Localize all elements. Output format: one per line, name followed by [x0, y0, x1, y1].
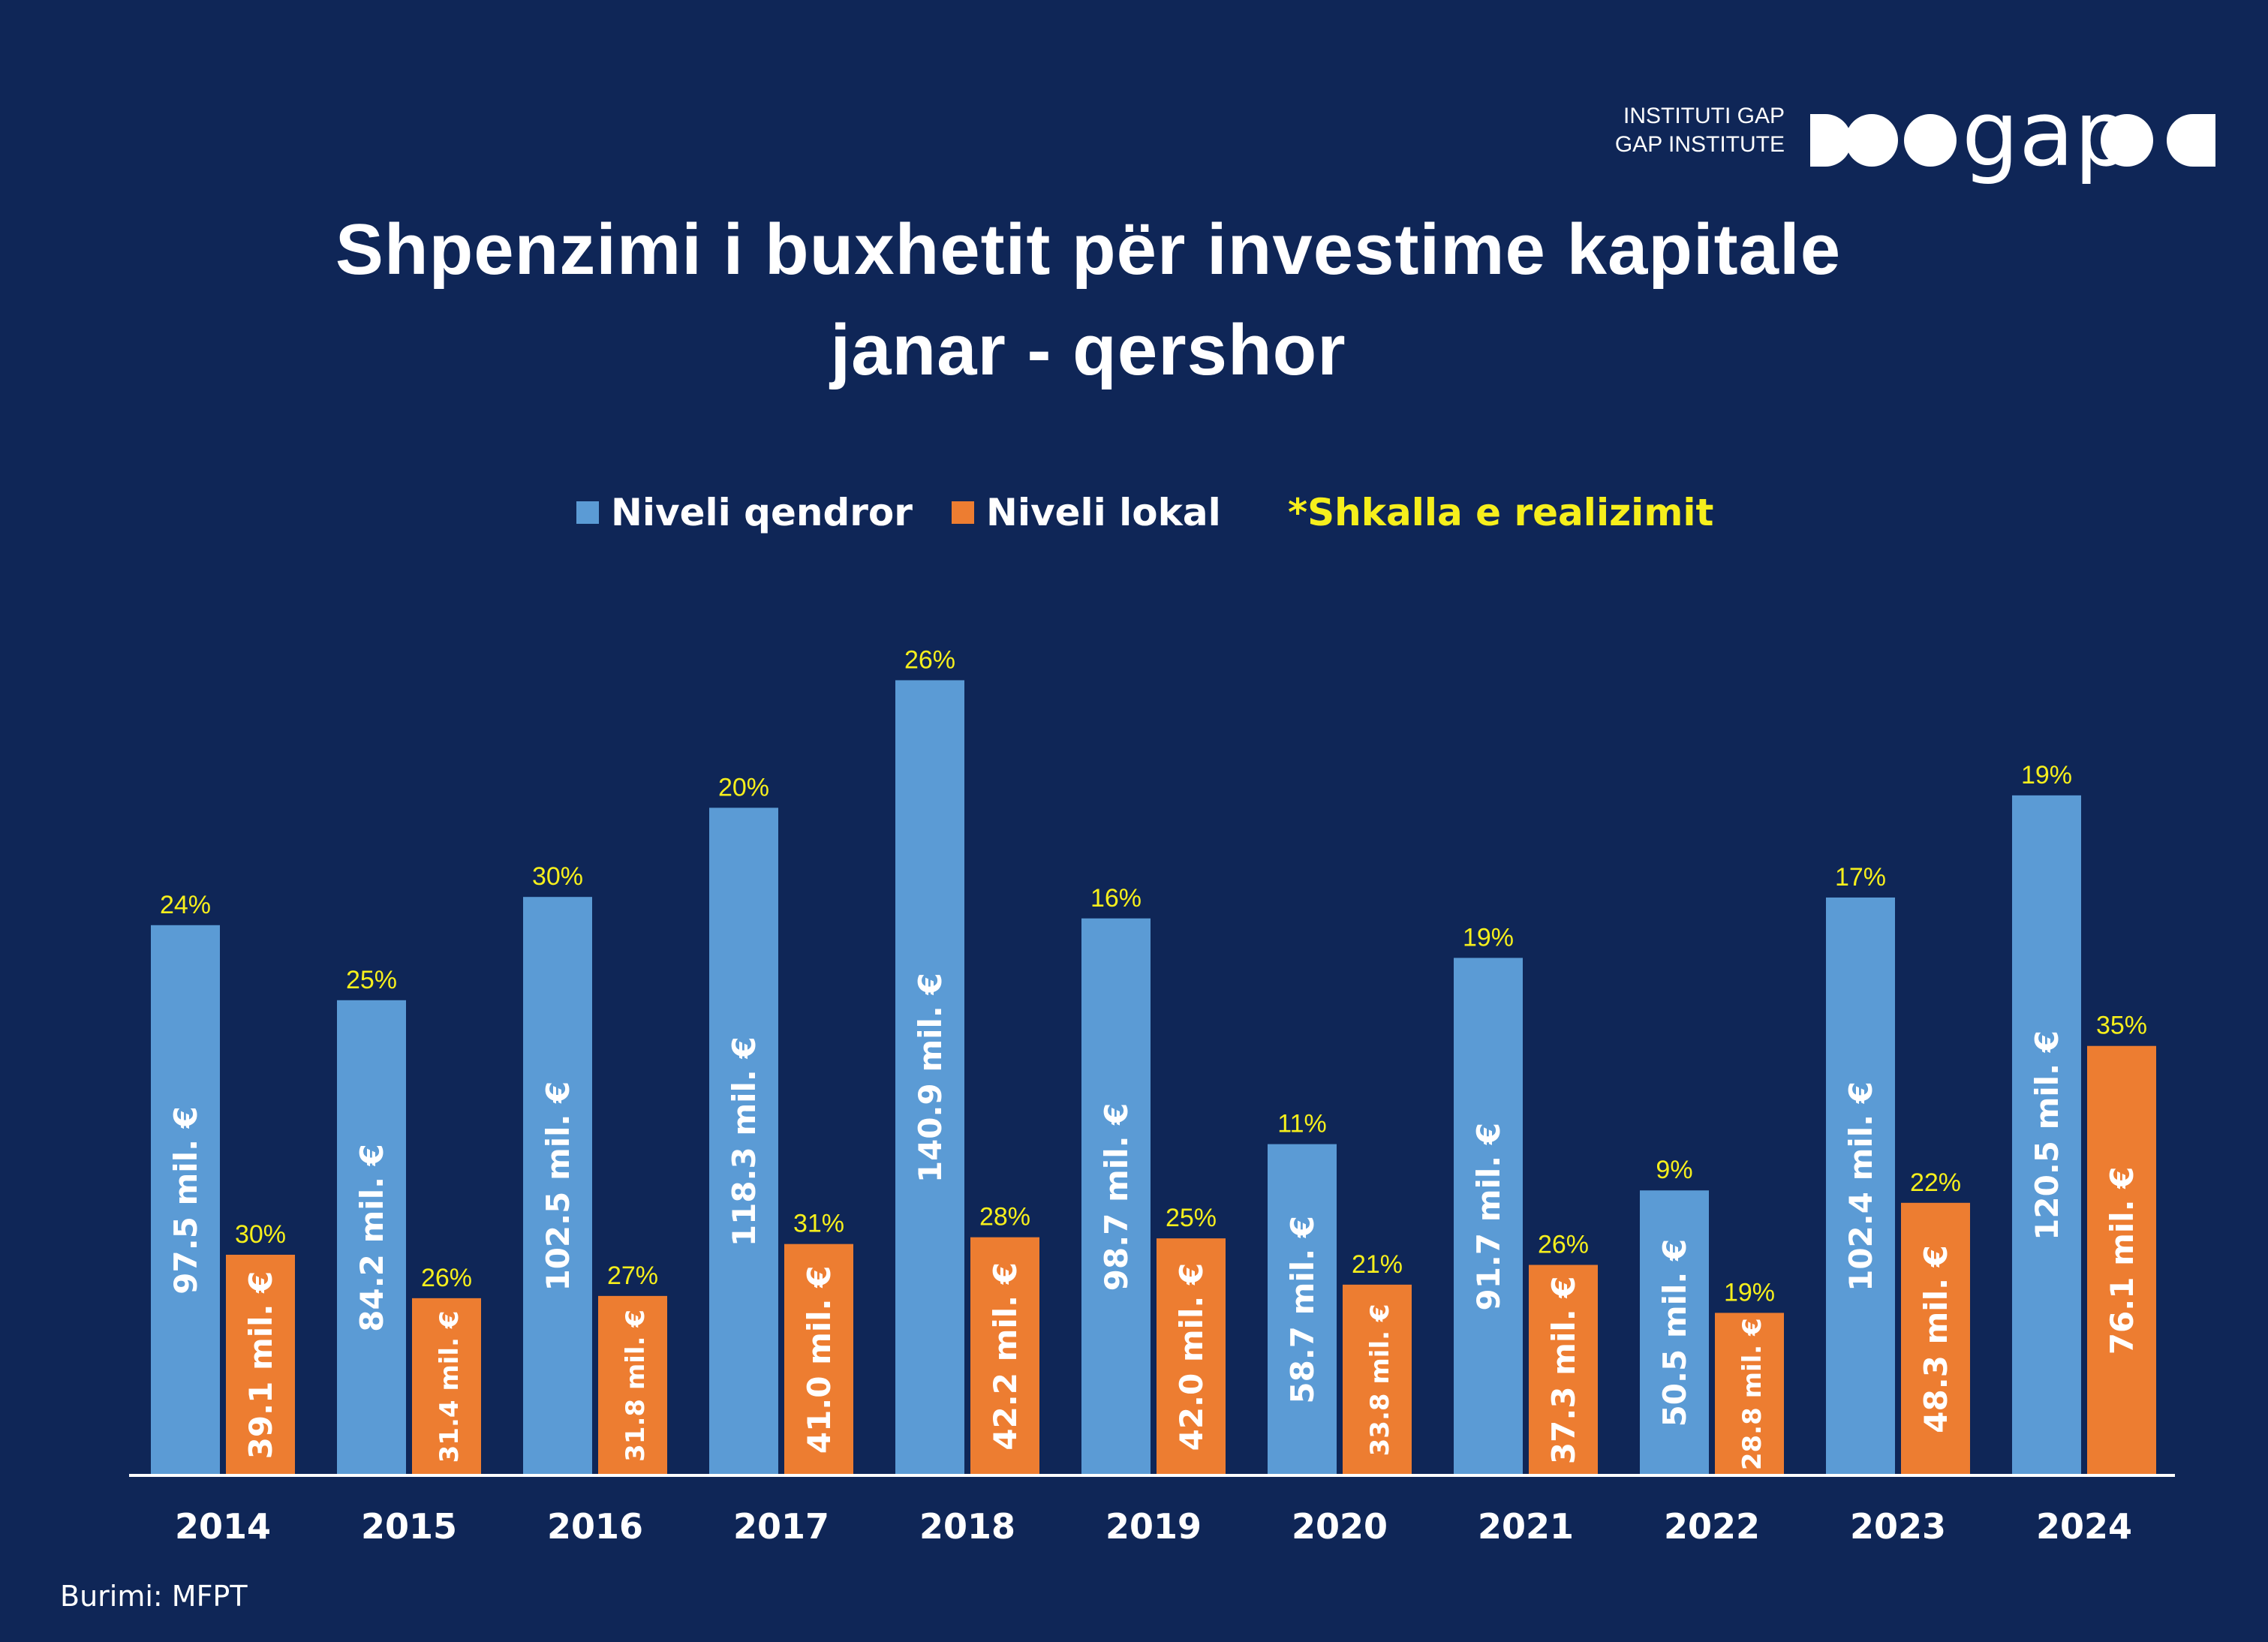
value-label-local-2021: 37.3 mil. €: [1545, 1276, 1582, 1464]
rate-label-central-2023: 17%: [1835, 863, 1886, 892]
bar-central-2023: [1826, 897, 1895, 1475]
x-tick-label-2021: 2021: [1478, 1506, 1574, 1547]
rate-label-central-2018: 26%: [904, 645, 955, 674]
value-label-local-2019: 42.0 mil. €: [1173, 1263, 1210, 1451]
bar-central-2020: [1268, 1144, 1337, 1475]
bar-central-2019: [1081, 918, 1151, 1475]
rate-label-central-2024: 19%: [2021, 761, 2072, 789]
bar-central-2021: [1454, 958, 1523, 1475]
legend-swatch-central: [576, 501, 599, 524]
x-tick-label-2018: 2018: [919, 1506, 1015, 1547]
value-label-central-2021: 91.7 mil. €: [1470, 1123, 1507, 1311]
rate-label-local-2023: 22%: [1910, 1168, 1961, 1197]
legend-item-realization-rate: *Shkalla e realizimit: [1288, 489, 1713, 536]
legend-label-local: Niveli lokal: [986, 491, 1221, 534]
rate-label-central-2020: 11%: [1277, 1110, 1327, 1138]
bar-central-2018: [895, 680, 964, 1475]
rate-label-local-2014: 30%: [235, 1220, 286, 1249]
rate-label-local-2015: 26%: [421, 1264, 472, 1292]
value-label-local-2014: 39.1 mil. €: [242, 1271, 279, 1460]
value-label-local-2023: 48.3 mil. €: [1918, 1245, 1954, 1433]
legend-item-central: Niveli qendror: [576, 489, 913, 536]
logo-text-english: GAP INSTITUTE: [1614, 132, 1785, 157]
x-tick-label-2017: 2017: [733, 1506, 829, 1547]
rate-label-local-2019: 25%: [1166, 1204, 1217, 1232]
rate-label-central-2014: 24%: [160, 891, 211, 919]
bar-local-2014: [226, 1254, 295, 1475]
chart-title-line-1: Shpenzimi i buxhetit për investime kapit…: [335, 209, 1842, 290]
bar-local-2021: [1529, 1265, 1598, 1475]
rate-label-local-2018: 28%: [979, 1203, 1030, 1232]
value-label-central-2017: 118.3 mil. €: [726, 1036, 763, 1247]
value-label-local-2022: 28.8 mil. €: [1737, 1318, 1767, 1470]
bar-central-2024: [2012, 795, 2081, 1475]
value-label-central-2016: 102.5 mil. €: [540, 1081, 576, 1292]
value-label-local-2020: 33.8 mil. €: [1365, 1304, 1395, 1456]
gap-institute-logo: INSTITUTI GAP GAP INSTITUTE gap: [1615, 96, 2229, 186]
value-label-central-2023: 102.4 mil. €: [1842, 1081, 1879, 1292]
bar-local-2019: [1157, 1238, 1226, 1475]
rate-label-local-2022: 19%: [1724, 1278, 1775, 1307]
rate-label-local-2016: 27%: [607, 1262, 658, 1290]
x-tick-label-2014: 2014: [175, 1506, 271, 1547]
value-label-local-2024: 76.1 mil. €: [2104, 1167, 2140, 1355]
chart-title-line-2: janar - qershor: [830, 310, 1346, 390]
bar-local-2017: [784, 1244, 853, 1475]
value-label-central-2024: 120.5 mil. €: [2029, 1030, 2065, 1241]
x-tick-label-2016: 2016: [547, 1506, 643, 1547]
bar-local-2022: [1715, 1313, 1784, 1475]
rate-label-central-2021: 19%: [1463, 923, 1514, 952]
rate-label-central-2015: 25%: [346, 966, 397, 994]
x-tick-label-2022: 2022: [1664, 1506, 1760, 1547]
rate-label-central-2016: 30%: [532, 862, 583, 891]
legend-label-central: Niveli qendror: [611, 491, 913, 534]
rate-label-local-2024: 35%: [2096, 1012, 2147, 1040]
bar-local-2023: [1901, 1202, 1970, 1475]
rate-label-central-2017: 20%: [718, 773, 769, 801]
bar-local-2016: [598, 1295, 667, 1475]
value-label-local-2018: 42.2 mil. €: [987, 1262, 1024, 1451]
bar-local-2015: [412, 1298, 481, 1475]
rate-label-central-2022: 9%: [1656, 1156, 1692, 1184]
bar-central-2017: [709, 807, 778, 1475]
x-tick-label-2015: 2015: [361, 1506, 457, 1547]
bar-central-2016: [523, 897, 592, 1475]
value-label-central-2019: 98.7 mil. €: [1098, 1103, 1135, 1292]
value-label-central-2020: 58.7 mil. €: [1284, 1216, 1321, 1404]
value-label-local-2015: 31.4 mil. €: [435, 1310, 465, 1463]
value-label-central-2018: 140.9 mil. €: [912, 973, 949, 1183]
logo-text-albanian: INSTITUTI GAP: [1623, 104, 1785, 128]
bar-central-2022: [1640, 1190, 1709, 1475]
x-tick-label-2019: 2019: [1105, 1506, 1202, 1547]
rate-label-central-2019: 16%: [1090, 884, 1142, 913]
rate-label-local-2020: 21%: [1352, 1250, 1403, 1279]
rate-label-local-2017: 31%: [793, 1210, 844, 1238]
value-label-central-2015: 84.2 mil. €: [353, 1144, 390, 1332]
value-label-local-2017: 41.0 mil. €: [801, 1266, 838, 1454]
legend-item-local: Niveli lokal: [952, 489, 1221, 536]
value-label-local-2016: 31.8 mil. €: [621, 1310, 651, 1462]
x-tick-label-2024: 2024: [2036, 1506, 2132, 1547]
bar-local-2020: [1343, 1284, 1412, 1475]
rate-label-local-2021: 26%: [1538, 1231, 1589, 1259]
value-label-central-2022: 50.5 mil. €: [1656, 1239, 1693, 1427]
gap-logo-mark: gap: [1810, 96, 2215, 186]
x-tick-label-2023: 2023: [1850, 1506, 1946, 1547]
bar-central-2015: [337, 1000, 406, 1475]
bar-local-2024: [2087, 1045, 2156, 1475]
bar-local-2018: [970, 1237, 1039, 1475]
x-tick-label-2020: 2020: [1292, 1506, 1388, 1547]
legend-swatch-local: [952, 501, 974, 524]
legend-label-realization-rate: *Shkalla e realizimit: [1288, 491, 1714, 534]
value-label-central-2014: 97.5 mil. €: [167, 1106, 204, 1295]
bar-central-2014: [151, 925, 220, 1475]
source-note: Burimi: MFPT: [60, 1580, 248, 1613]
